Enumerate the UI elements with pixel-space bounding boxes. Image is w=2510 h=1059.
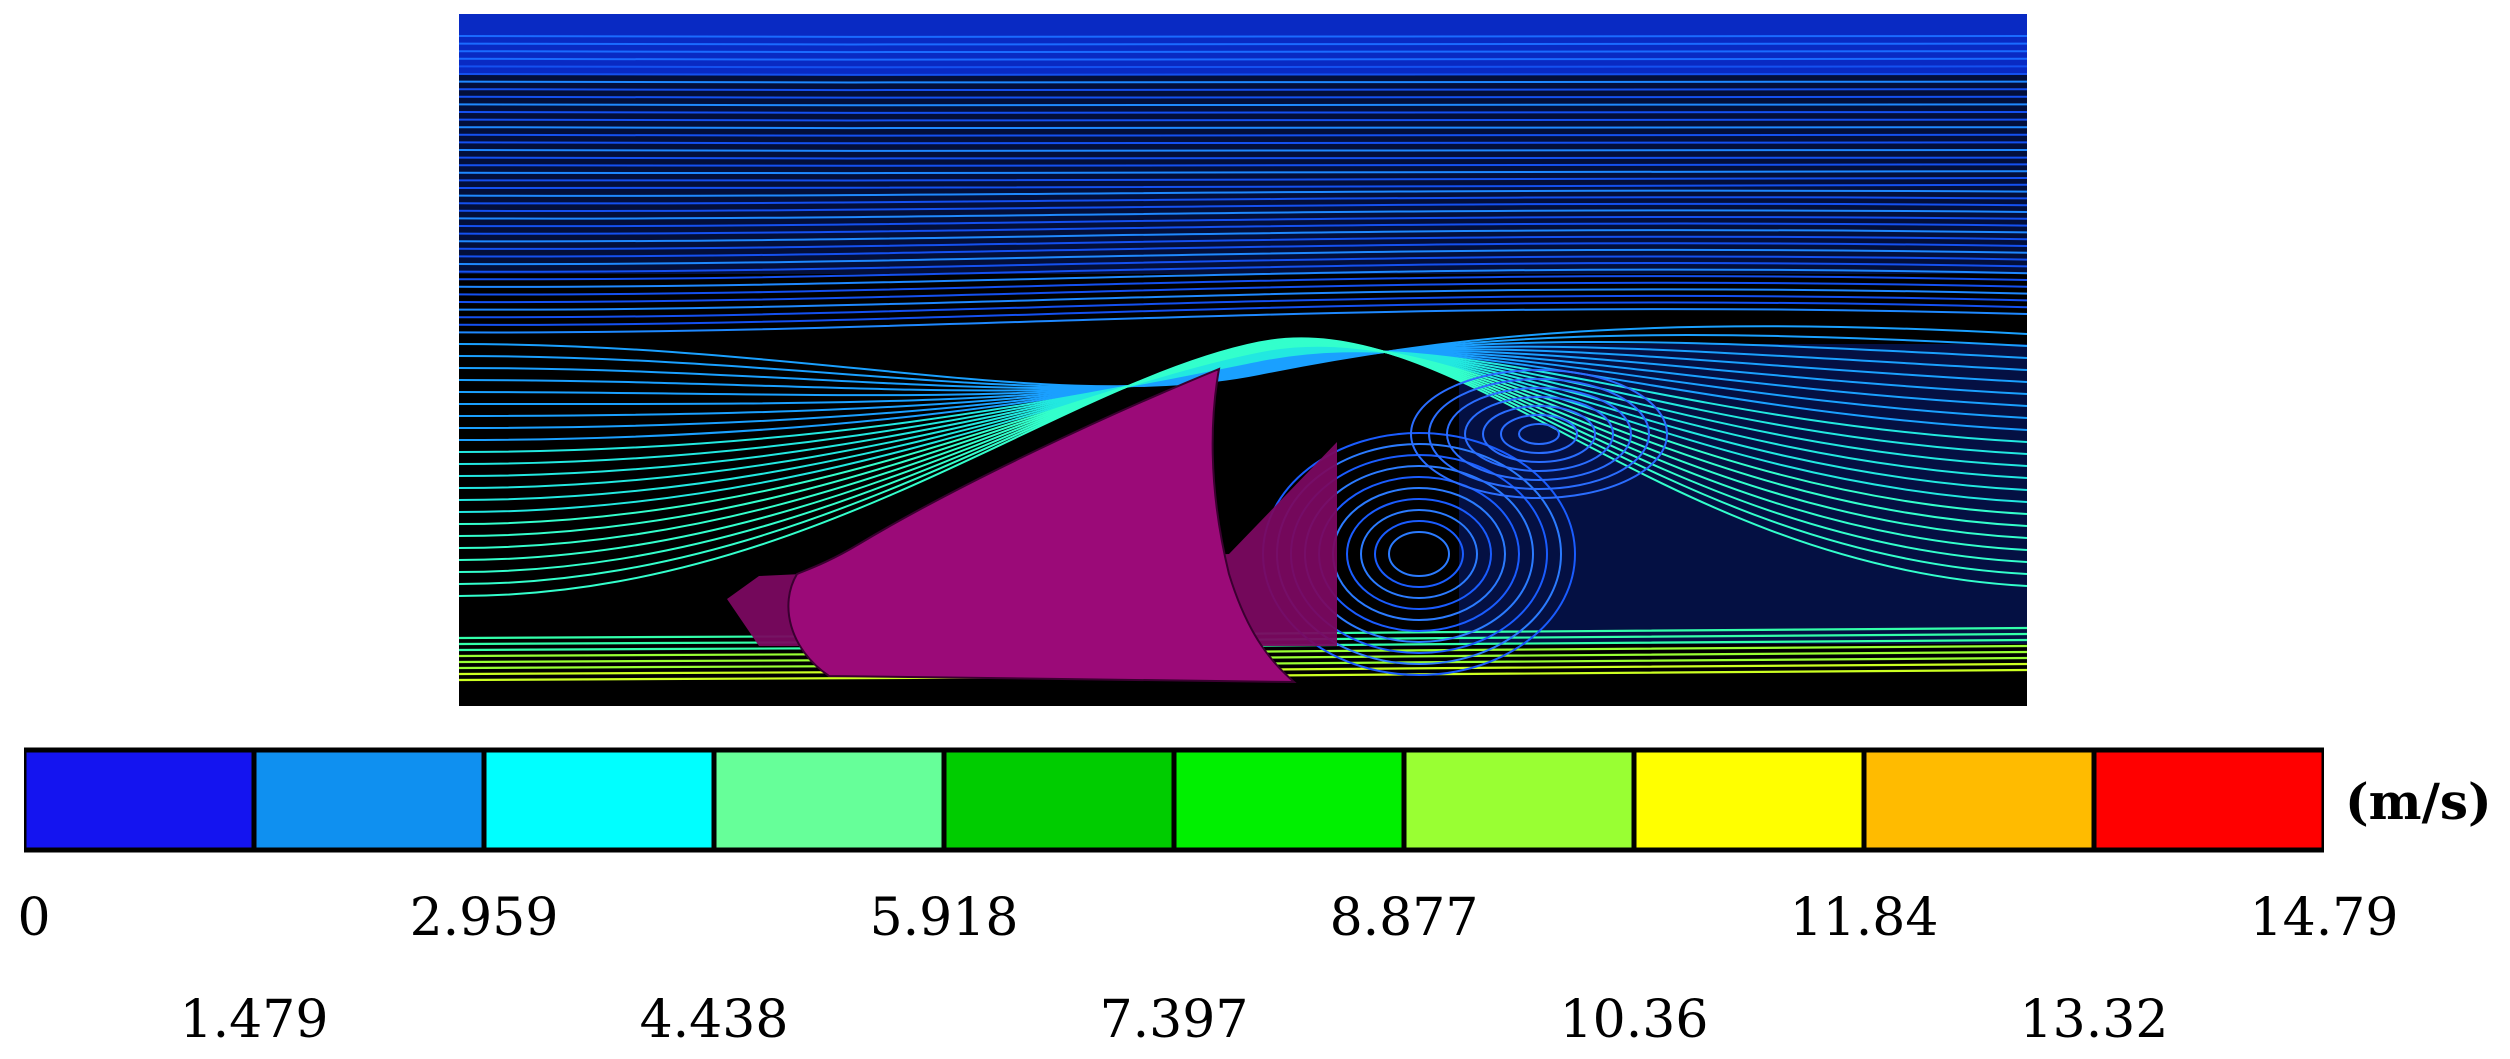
streamline (459, 229, 2027, 243)
streamline (459, 149, 2027, 152)
colorbar-tick-label: 2.959 (409, 888, 559, 948)
streamline (459, 196, 2027, 205)
streamline (459, 95, 2027, 99)
streamline (459, 118, 2027, 122)
streamline (459, 111, 2027, 114)
streamline (459, 325, 2027, 388)
colorbar-tick-label: 4.438 (639, 990, 789, 1050)
colorbar-tick-label: 13.32 (2019, 990, 2169, 1050)
streamline (459, 348, 2027, 489)
streamline (459, 334, 2027, 388)
streamline (459, 348, 2027, 397)
streamline (459, 338, 2027, 585)
vortex-ring (1500, 414, 1578, 454)
streamline (459, 141, 2027, 145)
colorbar-tick-label: 11.84 (1789, 888, 1939, 948)
streamline (459, 350, 2027, 441)
colorbar-tick-label: 10.36 (1559, 990, 1709, 1050)
streamline (459, 348, 2027, 477)
streamline (459, 163, 2027, 167)
streamline (459, 349, 2027, 465)
streamline (459, 133, 2027, 137)
colorbar-segment (941, 747, 1177, 853)
streamline (459, 341, 2027, 561)
vortex-ring (1518, 423, 1560, 445)
vortex-ring (1446, 387, 1632, 481)
streamline (459, 42, 2027, 46)
streamline (459, 308, 2027, 334)
streamline (459, 275, 2027, 296)
streamline (459, 248, 2027, 266)
streamline (459, 349, 2027, 406)
vortex-ring (1346, 498, 1492, 610)
streamline-flow-field (459, 14, 2027, 706)
colorbar-segment (1861, 747, 2097, 853)
vortex-ring (1464, 396, 1614, 472)
colorbar-segment (24, 747, 257, 853)
vortex-ring (1410, 369, 1668, 499)
streamline (459, 202, 2027, 213)
streamline (459, 350, 2027, 417)
obstacle-body (727, 367, 1337, 684)
streamline (459, 189, 2027, 197)
colorbar-segment (1631, 747, 1867, 853)
streamline (459, 57, 2027, 61)
streamline (459, 88, 2027, 92)
streamline (459, 50, 2027, 54)
streamline (459, 342, 2027, 549)
streamline (459, 346, 2027, 501)
colorbar-segment (1171, 747, 1407, 853)
vortex-ring (1428, 378, 1650, 490)
streamline (459, 103, 2027, 107)
streamline (459, 222, 2027, 235)
streamline (459, 294, 2027, 319)
streamline (459, 340, 2027, 390)
streamline (459, 169, 2027, 175)
streamline (459, 345, 2027, 513)
fin-shape (787, 367, 1297, 684)
streamline (459, 340, 2027, 573)
velocity-colorbar (24, 747, 2324, 853)
streamline (459, 345, 2027, 392)
streamline (459, 126, 2027, 130)
vortex-ring (1388, 531, 1450, 577)
streamline (459, 215, 2027, 228)
streamline (459, 255, 2027, 273)
colorbar-tick-label: 14.79 (2249, 888, 2399, 948)
streamline (459, 73, 2027, 76)
streamline (459, 209, 2027, 220)
streamline (459, 235, 2027, 250)
colorbar-tick-label: 0 (17, 888, 51, 948)
colorbar-segment (251, 747, 487, 853)
unit-label: (m/s) (2345, 772, 2492, 831)
streamline (459, 301, 2027, 326)
streamline (459, 65, 2027, 69)
streamline (459, 337, 2027, 597)
streamline (459, 268, 2027, 288)
streamline (459, 343, 2027, 537)
colorbar-tick-label: 1.479 (179, 990, 329, 1050)
streamline (459, 35, 2027, 38)
colorbar-segment (2091, 747, 2324, 853)
colorbar-segment (1401, 747, 1637, 853)
vortex-ring (1374, 520, 1464, 588)
streamline (459, 350, 2027, 453)
vortex-ring (1482, 405, 1596, 463)
streamline (459, 288, 2027, 311)
streamline (459, 242, 2027, 258)
streamline (459, 281, 2027, 304)
streamline (459, 344, 2027, 525)
streamline (459, 80, 2027, 84)
vortex-ring (1360, 509, 1478, 599)
colorbar-tick-label: 5.918 (869, 888, 1019, 948)
streamline (459, 156, 2027, 160)
streamline (459, 262, 2027, 281)
colorbar-tick-label: 7.397 (1099, 990, 1249, 1050)
colorbar-segment (711, 747, 947, 853)
colorbar-tick-label: 8.877 (1329, 888, 1479, 948)
streamline (459, 350, 2027, 429)
colorbar-segment (481, 747, 717, 853)
